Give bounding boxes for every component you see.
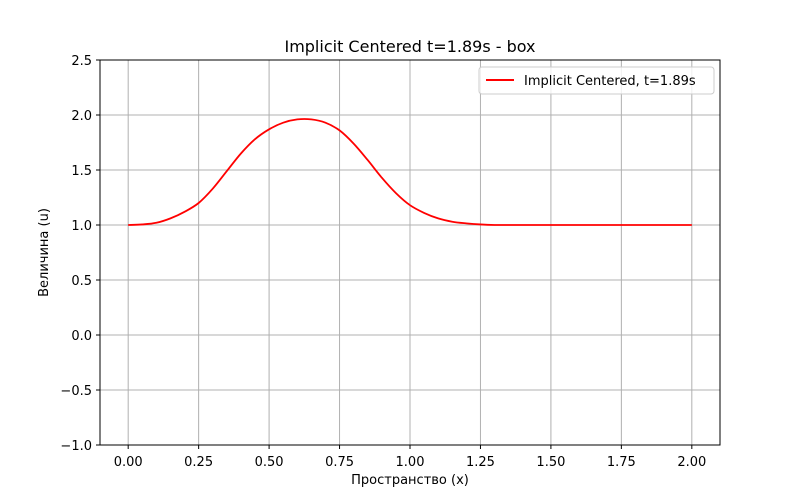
chart-title: Implicit Centered t=1.89s - box xyxy=(284,37,535,56)
y-tick-label: 1.0 xyxy=(71,219,92,234)
series-line xyxy=(128,118,692,226)
x-tick-label: 1.25 xyxy=(466,455,495,470)
x-tick-label: 0.50 xyxy=(255,455,284,470)
y-tick-label: 0.0 xyxy=(71,329,92,344)
y-axis-label: Величина (u) xyxy=(37,208,52,297)
y-tick-label: −0.5 xyxy=(60,384,92,399)
x-tick-label: 0.00 xyxy=(114,455,143,470)
x-tick-label: 1.50 xyxy=(536,455,565,470)
y-tick-label: 1.5 xyxy=(71,164,92,179)
x-tick-label: 2.00 xyxy=(677,455,706,470)
x-axis-label: Пространство (x) xyxy=(351,473,469,488)
x-tick-label: 1.00 xyxy=(396,455,425,470)
y-tick-label: 2.5 xyxy=(71,54,92,69)
y-tick-label: 2.0 xyxy=(71,109,92,124)
x-tick-label: 0.25 xyxy=(184,455,213,470)
y-tick-label: −1.0 xyxy=(60,439,92,454)
x-tick-label: 1.75 xyxy=(607,455,636,470)
legend-box xyxy=(478,66,715,95)
x-axis: 0.00 0.25 0.50 0.75 1.00 1.25 1.50 1.75 2.00 xyxy=(114,445,706,470)
x-tick-label: 0.75 xyxy=(325,455,354,470)
y-tick-label: 0.5 xyxy=(71,274,92,289)
legend-label: Implicit Centered, t=1.89s xyxy=(524,74,696,89)
legend: Implicit Centered, t=1.89s xyxy=(478,66,715,95)
y-axis: −1.0 −0.5 0.0 0.5 1.0 1.5 2.0 2.5 xyxy=(60,54,100,454)
plot-series xyxy=(128,118,692,226)
